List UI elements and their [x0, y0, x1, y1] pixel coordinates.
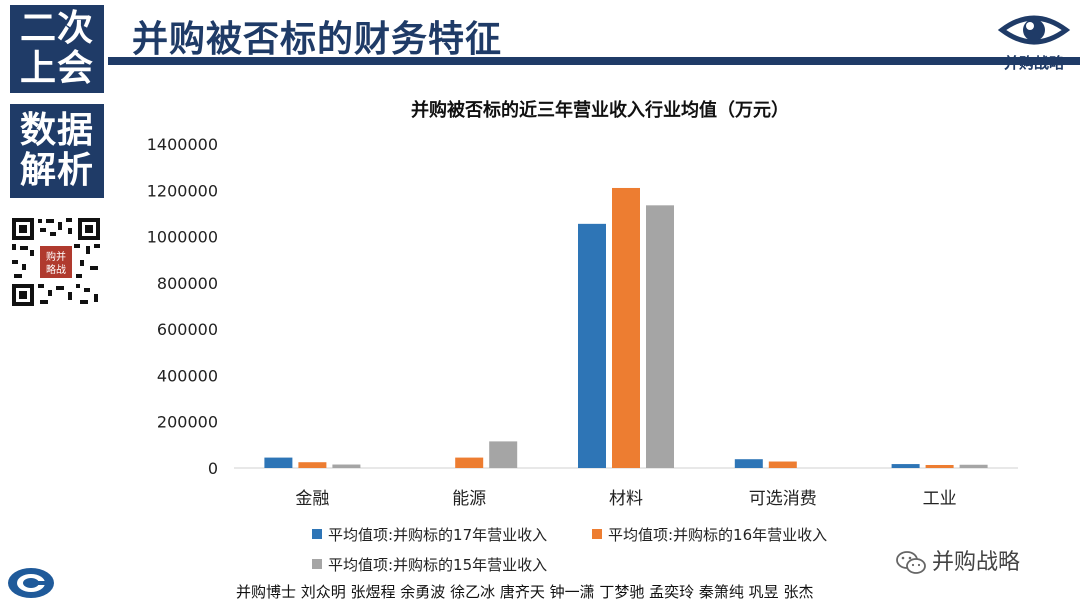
legend-label: 平均值项:并购标的15年营业收入 [328, 556, 548, 574]
wechat-name: 并购战略 [932, 550, 1021, 575]
brand-logo: 并购战略 [994, 8, 1074, 76]
badge-line: 解析 [19, 150, 94, 191]
title-underline [108, 57, 1080, 65]
author-credits: 并购博士 刘众明 张煜程 余勇波 徐乙冰 唐齐天 钟一潇 丁梦驰 孟奕玲 秦箫纯… [236, 583, 814, 601]
bar-材料-series-2 [612, 187, 640, 468]
section-badge-data-analysis: 数据 解析 [10, 104, 104, 198]
legend-item-16: 平均值项:并购标的16年营业收入 [592, 524, 827, 545]
company-logo-icon [8, 568, 54, 598]
bar-工业-series-3 [959, 464, 988, 468]
qr-center-text: 购并 [46, 250, 66, 263]
legend-swatch [592, 528, 602, 539]
bar-金融-series-2 [298, 462, 327, 468]
eye-icon [997, 15, 1071, 45]
bar-材料-series-3 [646, 205, 674, 469]
y-tick-label: 1200000 [147, 181, 218, 200]
legend-item-17: 平均值项:并购标的17年营业收入 [312, 524, 547, 545]
y-tick-label: 600000 [157, 320, 218, 339]
badge-line: 二次 [19, 8, 94, 49]
x-tick-label: 可选消费 [749, 489, 817, 509]
x-tick-label: 能源 [452, 489, 486, 509]
legend-label: 平均值项:并购标的17年营业收入 [328, 526, 548, 544]
badge-line: 数据 [19, 110, 94, 151]
bar-能源-series-2 [455, 457, 484, 468]
bar-金融-series-3 [332, 464, 361, 468]
legend-item-15: 平均值项:并购标的15年营业收入 [312, 554, 547, 575]
qr-center-text: 略战 [46, 263, 66, 276]
page-title: 并购被否标的财务特征 [132, 19, 503, 60]
y-tick-label: 1000000 [147, 228, 218, 247]
logo-text: 并购战略 [1003, 54, 1064, 72]
bar-可选消费-series-2 [768, 461, 797, 468]
badge-line: 上会 [19, 48, 94, 89]
y-tick-label: 1400000 [147, 135, 218, 154]
legend-swatch [312, 558, 322, 569]
qr-code-icon: 购并 略战 [10, 216, 102, 308]
wechat-account: 并购战略 [896, 544, 1020, 576]
bar-工业-series-1 [891, 464, 920, 468]
y-tick-label: 0 [208, 459, 218, 478]
bar-材料-series-1 [578, 223, 606, 468]
y-tick-label: 800000 [157, 274, 218, 293]
bar-工业-series-2 [925, 464, 954, 468]
x-tick-label: 金融 [295, 489, 329, 509]
bar-金融-series-1 [264, 457, 293, 468]
y-tick-label: 400000 [157, 366, 218, 385]
legend-label: 平均值项:并购标的16年营业收入 [608, 526, 828, 544]
x-tick-label: 材料 [609, 489, 643, 509]
wechat-icon [896, 551, 926, 574]
chart-title: 并购被否标的近三年营业收入行业均值（万元） [411, 100, 789, 121]
y-tick-label: 200000 [157, 413, 218, 432]
legend-swatch [312, 528, 322, 539]
bar-能源-series-3 [489, 441, 518, 468]
x-tick-label: 工业 [923, 489, 957, 509]
section-badge-second-review: 二次 上会 [10, 5, 104, 93]
bar-可选消费-series-1 [734, 459, 763, 468]
